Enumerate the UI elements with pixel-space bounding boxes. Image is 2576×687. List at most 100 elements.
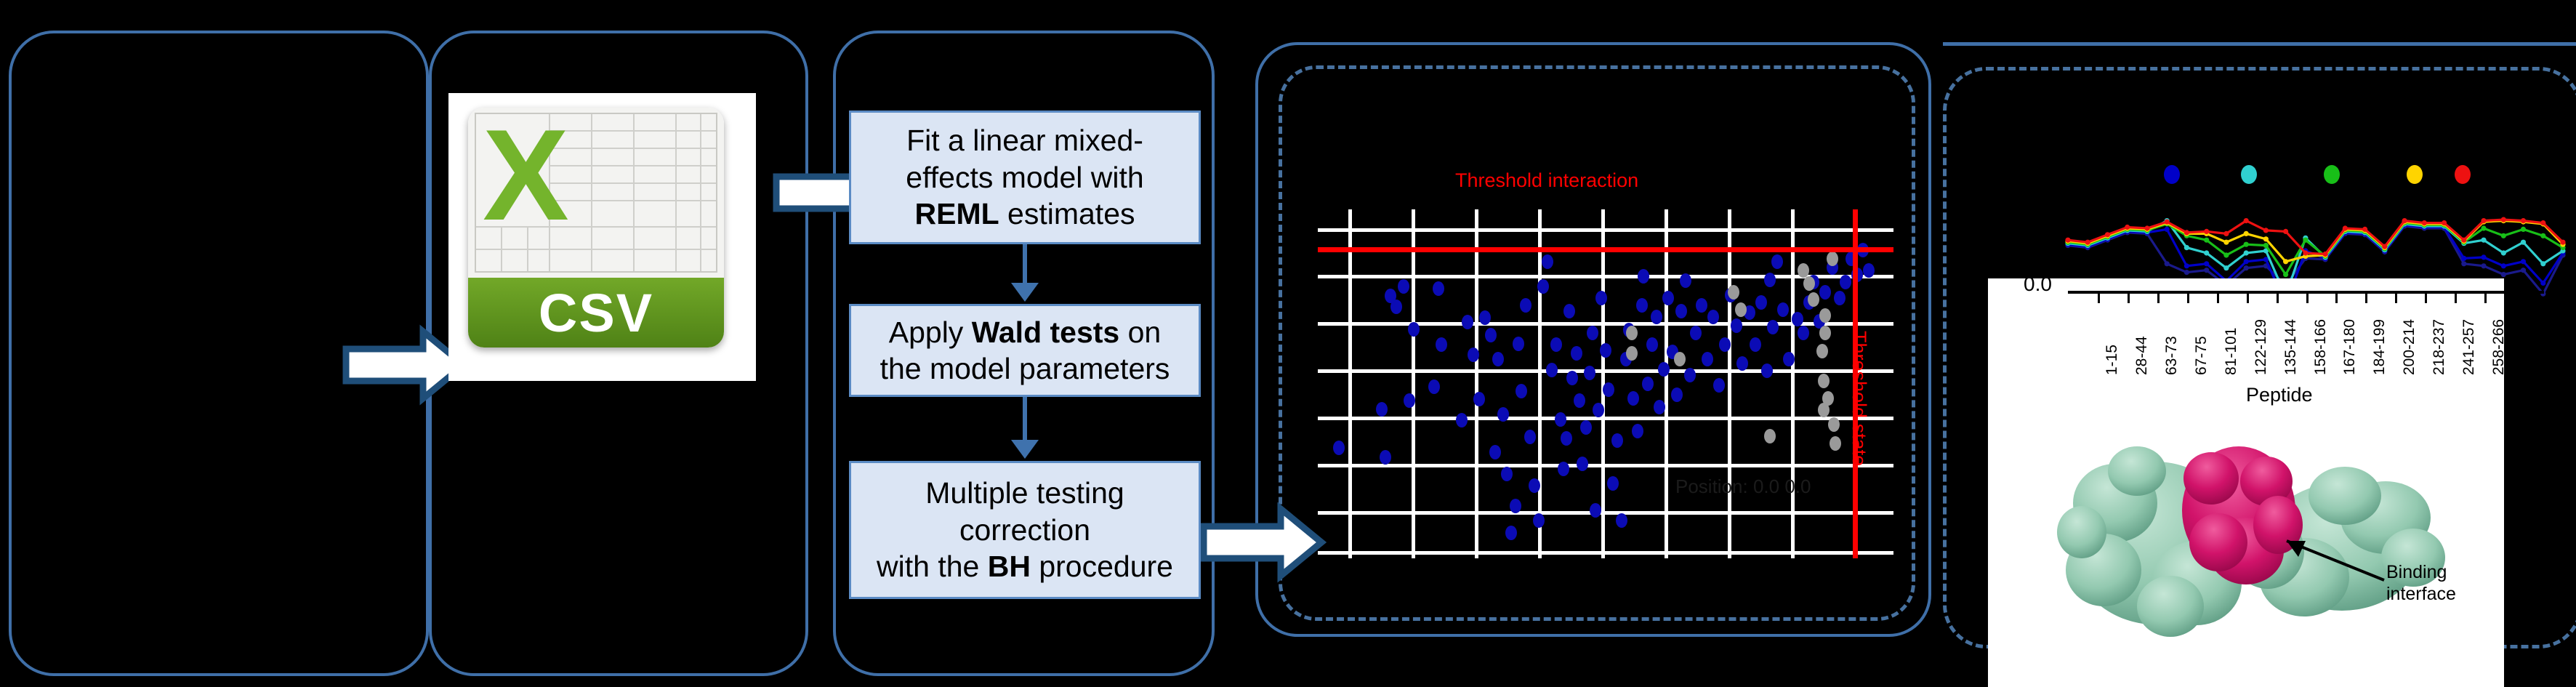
data-point bbox=[1744, 305, 1755, 320]
chart-series-marker bbox=[2263, 228, 2269, 233]
chart-series-marker bbox=[2421, 220, 2427, 226]
data-point bbox=[1593, 403, 1604, 417]
box-fit-model[interactable]: Fit a linear mixed- effects model with R… bbox=[849, 111, 1201, 244]
tick-mark bbox=[2216, 294, 2219, 303]
box-bh-pre: with the bbox=[877, 550, 988, 584]
chart-series-marker bbox=[2164, 226, 2170, 232]
box-fit-model-reml: REML bbox=[914, 197, 999, 231]
box-bh-line-2: correction bbox=[959, 513, 1090, 547]
box-bh-line-1: Multiple testing bbox=[925, 476, 1124, 510]
data-point bbox=[1390, 300, 1402, 314]
tick-label: 67-75 bbox=[2192, 336, 2210, 375]
chart-series-marker bbox=[2540, 280, 2546, 286]
chart-series-marker bbox=[2183, 245, 2189, 251]
data-point bbox=[1537, 279, 1549, 294]
chart-series-marker bbox=[2204, 250, 2210, 256]
data-point bbox=[1736, 356, 1748, 371]
box-bh-post: procedure bbox=[1030, 550, 1173, 584]
data-point bbox=[1587, 326, 1598, 340]
chart-series-marker bbox=[2481, 254, 2487, 260]
chart-series-marker bbox=[2263, 248, 2269, 254]
chart-series-marker bbox=[2263, 236, 2269, 242]
data-point bbox=[1626, 326, 1638, 340]
chart-series-marker bbox=[2164, 219, 2170, 225]
stage-structure-top-rule bbox=[1943, 42, 2576, 46]
data-point bbox=[1830, 436, 1841, 451]
tick-mark bbox=[2127, 294, 2130, 303]
data-point bbox=[1408, 322, 1420, 337]
data-point bbox=[1607, 476, 1619, 491]
gridline-v bbox=[1348, 209, 1352, 558]
legend-dot-state-1 bbox=[2164, 165, 2180, 184]
connector-wald-to-bh-arrowhead bbox=[1011, 440, 1039, 459]
data-point bbox=[1501, 467, 1513, 481]
data-point bbox=[1840, 275, 1851, 289]
data-point bbox=[1524, 430, 1536, 444]
data-point bbox=[1398, 279, 1409, 294]
data-point bbox=[1819, 285, 1831, 300]
data-point bbox=[1513, 337, 1524, 351]
chart-series-marker bbox=[2283, 259, 2289, 265]
csv-file-icon[interactable]: X CSV bbox=[448, 93, 756, 381]
box-wald-post: on bbox=[1119, 315, 1162, 349]
csv-format-band: CSV bbox=[468, 278, 724, 347]
chart-series-marker bbox=[2303, 237, 2309, 243]
data-point bbox=[1433, 281, 1444, 296]
chart-series-marker bbox=[2520, 259, 2527, 265]
data-point bbox=[1428, 379, 1440, 394]
data-point bbox=[1595, 291, 1607, 305]
tick-mark bbox=[2514, 294, 2517, 303]
data-point bbox=[1684, 368, 1696, 382]
data-point bbox=[1436, 337, 1447, 352]
box-fit-model-line-2: effects model with bbox=[906, 160, 1144, 194]
chart-series-marker bbox=[2223, 239, 2229, 245]
data-point bbox=[1798, 326, 1809, 340]
legend-dot-state-2 bbox=[2241, 165, 2257, 184]
data-point bbox=[1764, 273, 1776, 287]
binding-interface-label-line-2: interface bbox=[2386, 584, 2456, 604]
volcano-plot: Threshold interaction Position: 0.0 0.0 bbox=[1299, 156, 1893, 563]
data-point bbox=[1584, 366, 1595, 380]
chart-series-marker bbox=[2500, 263, 2506, 269]
box-wald-line-2: the model parameters bbox=[880, 352, 1170, 385]
data-point bbox=[1611, 433, 1623, 448]
threshold-interaction-line bbox=[1318, 247, 1893, 252]
data-point bbox=[1505, 526, 1517, 540]
tick-mark bbox=[2276, 294, 2279, 303]
gridline-v bbox=[1601, 209, 1605, 558]
data-point bbox=[1818, 374, 1830, 388]
gridline-v bbox=[1412, 209, 1415, 558]
box-fit-model-line-3: REML estimates bbox=[906, 196, 1143, 232]
data-point bbox=[1761, 363, 1773, 378]
gridline-h bbox=[1318, 228, 1893, 232]
chart-series-marker bbox=[2243, 218, 2249, 224]
chart-series-marker bbox=[2500, 272, 2506, 278]
chart-series-marker bbox=[2243, 265, 2249, 271]
box-wald-line-1: Apply Wald tests on bbox=[880, 314, 1170, 350]
tick-mark bbox=[2306, 294, 2309, 303]
box-wald-tests[interactable]: Apply Wald tests on the model parameters bbox=[849, 304, 1201, 397]
data-point bbox=[1783, 352, 1795, 366]
chart-series-marker bbox=[2164, 261, 2170, 267]
data-point bbox=[1696, 298, 1707, 313]
ligand-surface bbox=[2182, 446, 2303, 584]
data-point bbox=[1603, 382, 1614, 397]
gridline-h bbox=[1318, 369, 1893, 373]
chart-series-marker bbox=[2204, 228, 2210, 234]
box-wald-strong: Wald tests bbox=[971, 315, 1120, 349]
box-bh-correction[interactable]: Multiple testing correction with the BH … bbox=[849, 461, 1201, 599]
data-point bbox=[1497, 407, 1509, 422]
tick-label: 63-73 bbox=[2162, 336, 2180, 375]
data-point bbox=[1510, 499, 1521, 513]
data-point bbox=[1828, 417, 1840, 432]
data-point bbox=[1473, 392, 1485, 406]
data-point bbox=[1731, 318, 1742, 333]
data-point bbox=[1662, 291, 1674, 305]
data-point bbox=[1771, 254, 1783, 269]
volcano-plot-area: Position: 0.0 0.0 bbox=[1318, 209, 1893, 558]
legend-dot-state-3 bbox=[2324, 165, 2340, 184]
chart-series-marker bbox=[2303, 250, 2309, 256]
chart-series-marker bbox=[2204, 237, 2210, 243]
legend-dot-state-5 bbox=[2455, 165, 2471, 184]
chart-series-marker bbox=[2520, 226, 2527, 232]
